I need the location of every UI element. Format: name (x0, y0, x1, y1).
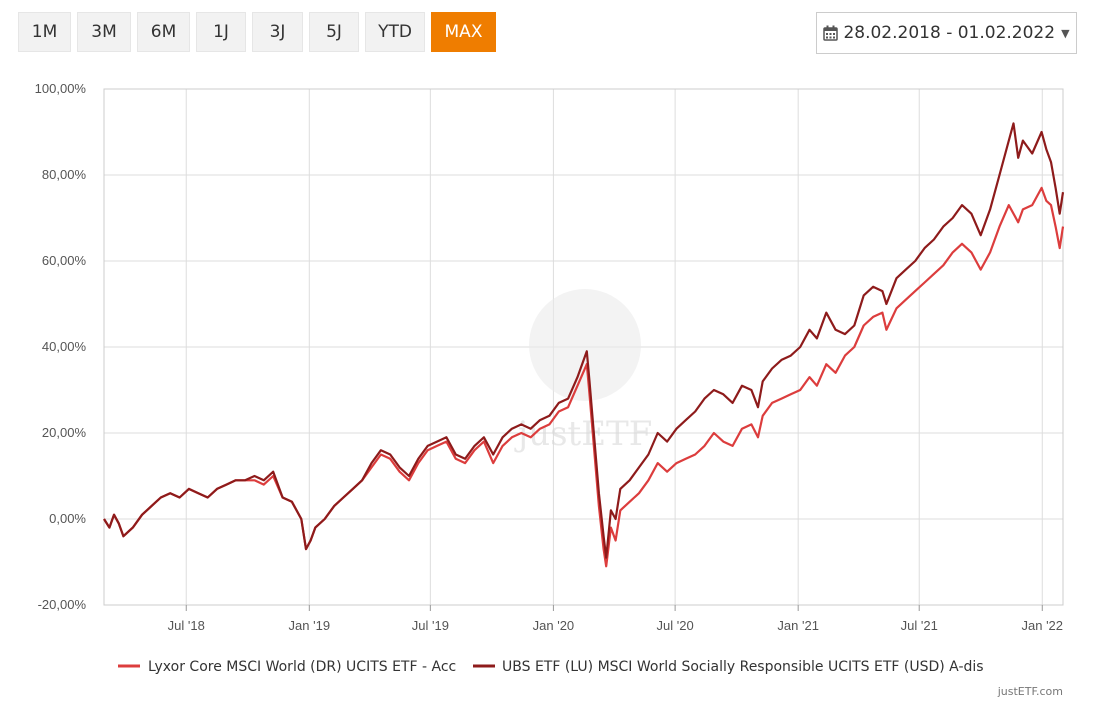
x-tick-label: Jan '20 (533, 618, 575, 633)
x-tick-label: Jan '19 (289, 618, 331, 633)
credit-label[interactable]: justETF.com (997, 685, 1063, 698)
series-line-ubs (103, 122, 1065, 559)
plot-border (103, 88, 1064, 606)
calendar-icon (823, 25, 839, 41)
x-tick-label: Jan '22 (1022, 618, 1064, 633)
legend-label-ubs: UBS ETF (LU) MSCI World Socially Respons… (502, 659, 984, 675)
x-axis: Jul '18 Jan '19 Jul '19 Jan '20 Jul '20 Jan '… (168, 605, 1063, 633)
range-button-5j[interactable]: 5J (309, 12, 359, 52)
watermark-text: justETF (514, 414, 653, 454)
chart-grid (103, 88, 1064, 606)
y-tick-label: -20,00% (38, 597, 87, 612)
legend-item-ubs[interactable]: UBS ETF (LU) MSCI World Socially Respons… (473, 659, 984, 675)
chart-series (103, 122, 1065, 568)
date-range-picker[interactable]: 28.02.2018 - 01.02.2022 ▼ (816, 12, 1077, 54)
x-tick-label: Jul '18 (168, 618, 205, 633)
range-button-1j[interactable]: 1J (196, 12, 246, 52)
y-tick-label: 100,00% (35, 81, 87, 96)
x-tick-label: Jan '21 (777, 618, 819, 633)
x-tick-label: Jul '19 (412, 618, 449, 633)
y-tick-label: 60,00% (42, 253, 87, 268)
x-tick-label: Jul '20 (657, 618, 694, 633)
y-tick-label: 20,00% (42, 425, 87, 440)
x-tick-label: Jul '21 (901, 618, 938, 633)
range-button-6m[interactable]: 6M (137, 12, 190, 52)
y-tick-label: 40,00% (42, 339, 87, 354)
date-range-label: 28.02.2018 - 01.02.2022 (843, 23, 1056, 43)
caret-down-icon: ▼ (1061, 26, 1070, 40)
legend-label-lyxor: Lyxor Core MSCI World (DR) UCITS ETF - A… (148, 659, 456, 675)
range-button-1m[interactable]: 1M (18, 12, 71, 52)
justetf-watermark: justETF (514, 289, 653, 454)
chart-legend: Lyxor Core MSCI World (DR) UCITS ETF - A… (118, 659, 984, 675)
y-axis: 100,00% 80,00% 60,00% 40,00% 20,00% 0,00% -20,… (35, 81, 87, 612)
y-tick-label: 80,00% (42, 167, 87, 182)
range-button-3m[interactable]: 3M (77, 12, 131, 52)
range-button-ytd[interactable]: YTD (365, 12, 425, 52)
range-button-max[interactable]: MAX (431, 12, 496, 52)
range-button-3j[interactable]: 3J (252, 12, 303, 52)
legend-item-lyxor[interactable]: Lyxor Core MSCI World (DR) UCITS ETF - A… (118, 659, 456, 675)
y-tick-label: 0,00% (49, 511, 86, 526)
